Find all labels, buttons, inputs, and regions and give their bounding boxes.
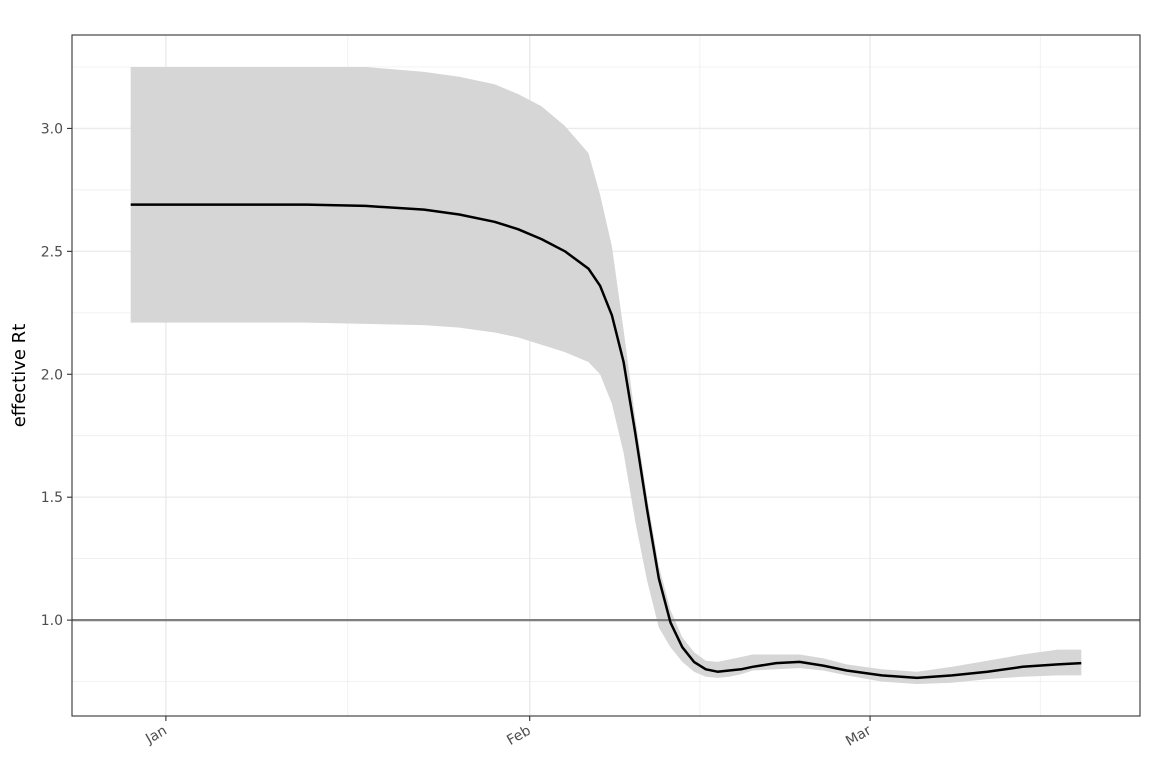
y-axis-title: effective Rt <box>9 324 30 428</box>
y-tick-label: 3.0 <box>41 121 63 137</box>
y-tick-label: 1.0 <box>41 613 63 629</box>
confidence-ribbon <box>130 67 1082 684</box>
y-axis: 1.0 1.5 2.0 2.5 3.0 <box>41 121 72 629</box>
y-tick-label: 2.5 <box>41 244 63 260</box>
y-tick-label: 1.5 <box>41 490 63 506</box>
plot-panel-border <box>71 34 1141 717</box>
y-tick-label: 2.0 <box>41 367 63 383</box>
rt-series-line <box>130 203 1082 680</box>
